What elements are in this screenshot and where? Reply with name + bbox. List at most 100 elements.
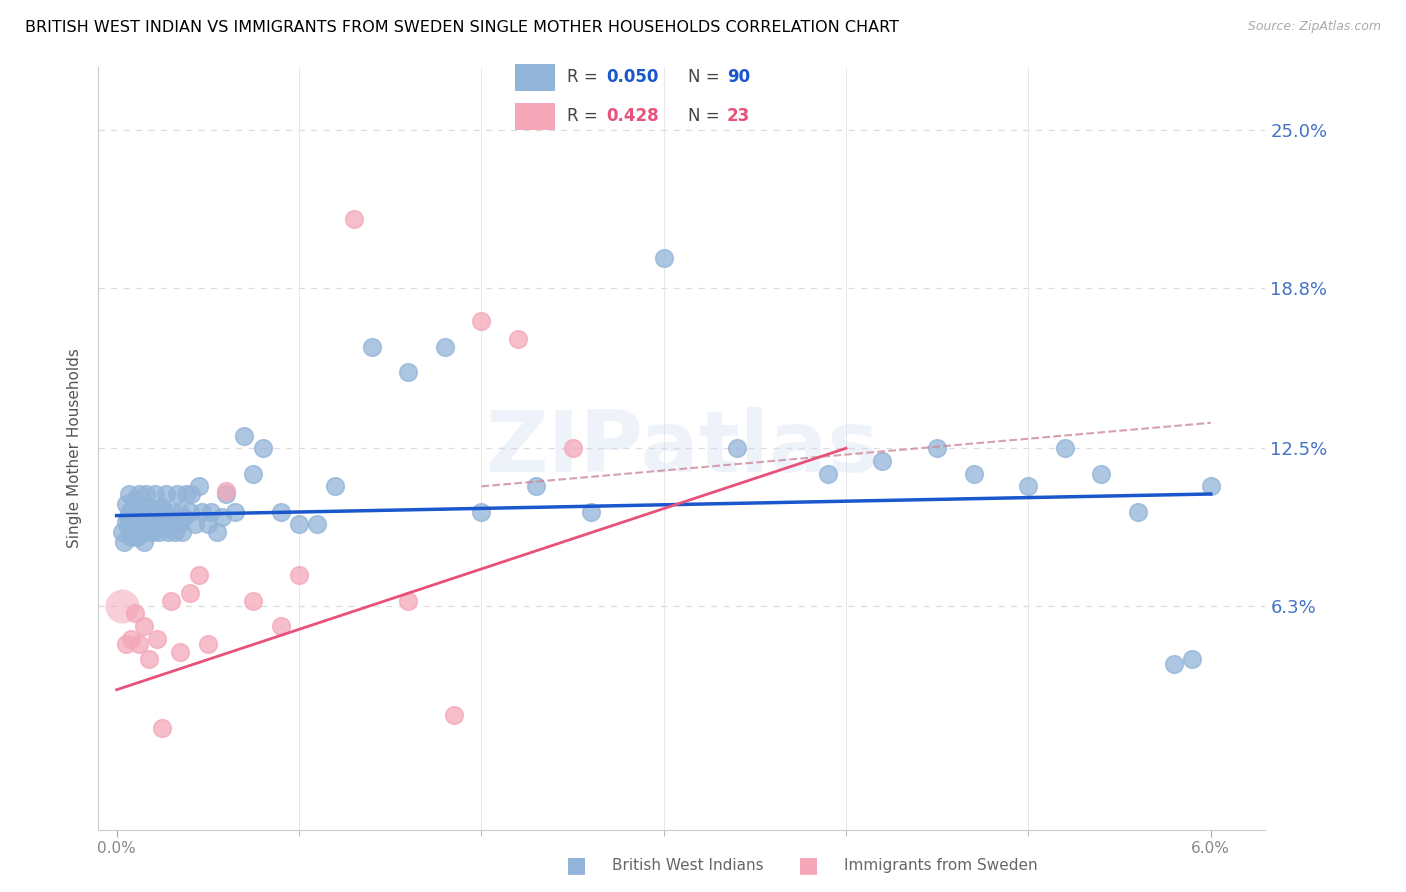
Point [927,441,949,455]
Point [167,517,190,532]
Point [361,340,384,354]
Point [817,467,839,481]
Text: BRITISH WEST INDIAN VS IMMIGRANTS FROM SWEDEN SINGLE MOTHER HOUSEHOLDS CORRELATI: BRITISH WEST INDIAN VS IMMIGRANTS FROM S… [25,20,900,35]
Point [142,505,165,519]
Point [242,594,264,608]
Point [120,530,142,544]
Point [118,505,141,519]
Point [117,509,139,524]
Point [111,599,134,613]
Point [169,644,191,658]
Point [1199,479,1222,493]
Point [1163,657,1185,672]
Point [146,505,169,519]
Point [270,619,292,633]
Point [579,505,602,519]
Point [150,721,173,735]
Text: ■: ■ [799,855,818,875]
Text: ZIPatlas: ZIPatlas [485,407,879,490]
Point [124,607,146,621]
Point [156,525,179,540]
Point [524,479,547,493]
Point [872,454,894,468]
Point [125,517,148,532]
Point [396,365,419,379]
Point [470,505,492,519]
Point [136,525,159,540]
Point [111,525,134,540]
Point [242,467,264,481]
Point [288,517,311,532]
Text: 0.050: 0.050 [606,68,658,86]
Point [159,509,181,524]
Text: 23: 23 [727,107,749,125]
Point [215,487,238,501]
Point [125,530,148,544]
Point [288,568,311,582]
Point [135,487,157,501]
Point [146,517,169,532]
Point [148,525,170,540]
Point [343,212,366,227]
Point [224,505,246,519]
Point [129,517,152,532]
Text: Immigrants from Sweden: Immigrants from Sweden [844,858,1038,872]
Point [135,505,157,519]
Point [128,637,150,651]
Point [205,525,228,540]
Text: Source: ZipAtlas.com: Source: ZipAtlas.com [1247,20,1381,33]
Text: N =: N = [688,68,724,86]
Point [252,441,274,455]
Point [150,517,173,532]
Point [124,509,146,524]
Point [146,632,169,646]
Point [128,487,150,501]
Point [120,517,142,532]
Text: 0.428: 0.428 [606,107,658,125]
Point [143,487,166,501]
Point [325,479,347,493]
Text: R =: R = [567,107,603,125]
Point [128,505,150,519]
Point [112,535,135,549]
Point [173,509,195,524]
Point [1053,441,1076,455]
Point [117,520,139,534]
Point [180,487,202,501]
Point [160,517,183,532]
Point [149,509,172,524]
Bar [515,103,554,130]
Point [124,491,146,506]
Point [187,568,209,582]
Point [191,505,214,519]
Point [1090,467,1112,481]
Point [179,505,201,519]
Point [396,594,419,608]
Point [160,594,183,608]
Text: British West Indians: British West Indians [612,858,763,872]
Point [1017,479,1039,493]
Point [652,251,675,265]
Point [172,525,194,540]
Point [124,525,146,540]
Point [211,509,233,524]
Point [129,505,152,519]
Point [122,517,145,532]
Point [141,509,163,524]
Point [166,487,188,501]
Bar [515,63,554,91]
Point [561,441,583,455]
Point [215,484,238,499]
Point [132,619,155,633]
Point [184,517,207,532]
Point [200,505,222,519]
Point [233,428,256,442]
Point [114,637,136,651]
Point [131,509,153,524]
Point [114,497,136,511]
Point [142,525,165,540]
Point [132,517,155,532]
Point [270,505,292,519]
Point [433,340,456,354]
Point [197,637,219,651]
